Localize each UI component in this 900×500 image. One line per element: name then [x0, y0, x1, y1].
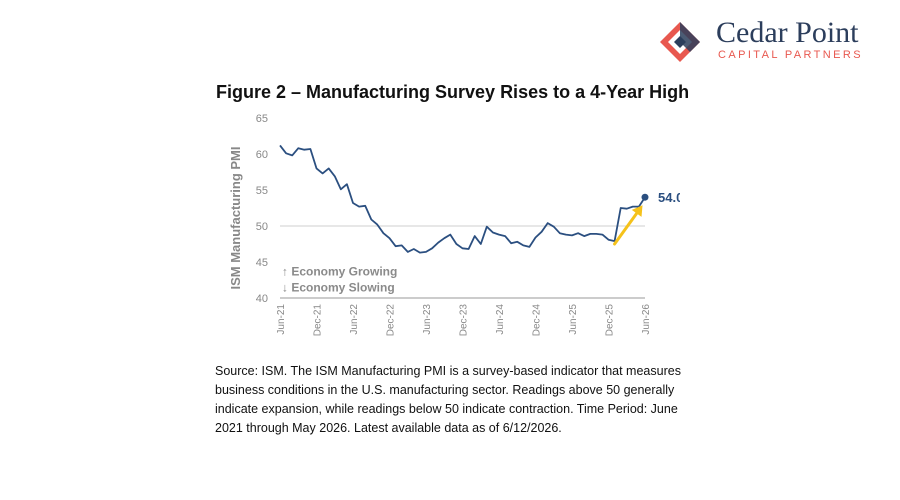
logo-name: Cedar Point [716, 16, 859, 49]
pmi-line-chart: ISM Manufacturing PMI 40 45 50 55 60 65 Jun-2… [228, 113, 680, 337]
x-tick-label: Jun-23 [422, 304, 433, 335]
last-value-label: 54.0 [658, 190, 680, 205]
x-tick-label: Dec-22 [386, 304, 397, 337]
rising-arrow-icon [613, 205, 643, 246]
last-data-point [641, 193, 649, 201]
annotation-economy-slowing: ↓ Economy Slowing [282, 281, 395, 295]
x-tick-label: Dec-24 [532, 304, 543, 337]
y-tick-label: 55 [256, 185, 268, 197]
y-tick-label: 45 [256, 257, 268, 269]
y-tick-label: 50 [256, 221, 268, 233]
x-tick-label: Dec-25 [605, 304, 616, 337]
x-tick-label: Dec-23 [459, 304, 470, 337]
pmi-series-line [279, 144, 646, 254]
x-tick-label: Jun-25 [568, 304, 579, 335]
logo-subtitle: CAPITAL PARTNERS [718, 49, 863, 61]
x-tick-label: Jun-22 [349, 304, 360, 335]
cedar-point-logo: Cedar Point CAPITAL PARTNERS [658, 16, 878, 64]
y-tick-label: 65 [256, 113, 268, 125]
x-tick-label: Jun-26 [641, 304, 652, 335]
x-tick-label: Dec-21 [313, 304, 324, 337]
figure-title: Figure 2 – Manufacturing Survey Rises to… [216, 82, 690, 102]
y-axis-label: ISM Manufacturing PMI [228, 147, 243, 290]
y-tick-label: 60 [256, 149, 268, 161]
x-tick-label: Jun-21 [276, 304, 287, 335]
x-tick-label: Jun-24 [495, 304, 506, 335]
y-tick-label: 40 [256, 293, 268, 305]
logo-mark-icon [660, 22, 700, 62]
source-note: Source: ISM. The ISM Manufacturing PMI i… [215, 364, 681, 435]
annotation-economy-growing: ↑ Economy Growing [282, 265, 397, 279]
